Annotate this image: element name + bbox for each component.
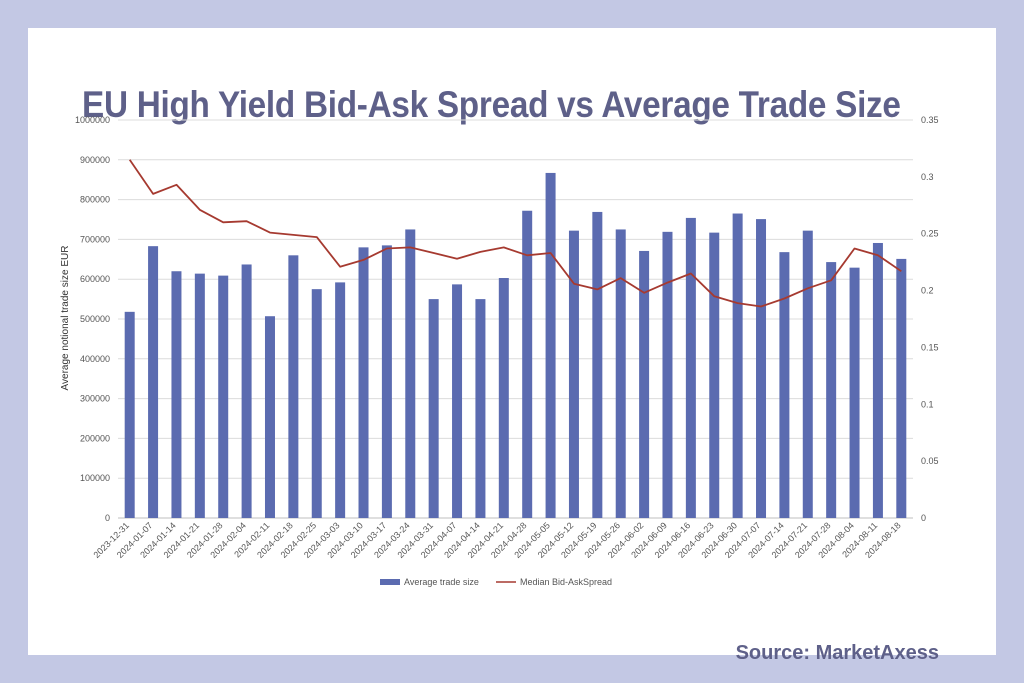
bar	[452, 284, 463, 518]
bar	[709, 232, 720, 518]
legend-label-median-spread: Median Bid-AskSpread	[520, 577, 612, 587]
bar	[896, 258, 907, 518]
y2-tick-label: 0.35	[921, 115, 939, 125]
chart: 0 100000 200000 300000 400000 500000 600000 700…	[60, 115, 939, 587]
bar	[756, 219, 767, 519]
legend-swatch-average-trade-size	[380, 579, 400, 585]
bar	[475, 299, 486, 518]
series-line	[128, 159, 902, 308]
bar	[335, 282, 346, 518]
y-tick-label: 300000	[80, 394, 110, 404]
y2-tick-label: 0.25	[921, 229, 939, 239]
bar	[732, 213, 743, 518]
y2-tick-label: 0.1	[921, 399, 934, 409]
bar	[148, 246, 159, 518]
bar	[615, 229, 626, 518]
y-tick-label: 800000	[80, 195, 110, 205]
y-tick-label: 700000	[80, 234, 110, 244]
bar	[358, 247, 369, 519]
bar	[522, 210, 533, 518]
y-tick-label: 100000	[80, 473, 110, 483]
bar	[779, 252, 790, 519]
bar	[171, 271, 182, 518]
y2-tick-label: 0.2	[921, 286, 934, 296]
y-tick-label: 600000	[80, 274, 110, 284]
y-tick-label: 0	[105, 513, 110, 523]
bar	[802, 230, 813, 519]
bar	[428, 299, 439, 518]
bar	[218, 275, 229, 518]
bar	[568, 230, 579, 519]
bar	[124, 311, 135, 518]
y-tick-label: 900000	[80, 155, 110, 165]
y-tick-label: 400000	[80, 354, 110, 364]
bar	[826, 262, 837, 518]
legend-label-average-trade-size: Average trade size	[404, 577, 479, 587]
y2-tick-label: 0.15	[921, 342, 939, 352]
bar	[639, 250, 650, 518]
bar	[872, 242, 883, 518]
bar	[662, 231, 673, 518]
bar	[241, 264, 252, 518]
page-title: EU High Yield Bid-Ask Spread vs Average …	[82, 84, 901, 125]
bar	[194, 273, 205, 518]
y-tick-label: 500000	[80, 314, 110, 324]
y-axis-label: Average notional trade size EUR	[60, 246, 71, 391]
bar	[849, 267, 860, 518]
bar	[311, 289, 322, 518]
bar	[288, 255, 299, 518]
y2-tick-label: 0	[921, 513, 926, 523]
y-tick-label: 200000	[80, 433, 110, 443]
bar	[264, 316, 275, 518]
bar	[498, 278, 509, 518]
bar	[592, 211, 603, 519]
bar	[405, 229, 416, 518]
bar	[545, 172, 556, 518]
legend: Average trade size Median Bid-AskSpread	[380, 577, 612, 587]
chart-card: EU High Yield Bid-Ask Spread vs Average …	[28, 28, 996, 664]
y2-tick-label: 0.05	[921, 456, 939, 466]
bar	[685, 217, 696, 518]
bar	[381, 245, 392, 518]
source-caption: Source: MarketAxess	[735, 642, 939, 664]
y-tick-label: 1000000	[75, 115, 110, 125]
y2-tick-label: 0.3	[921, 172, 934, 182]
